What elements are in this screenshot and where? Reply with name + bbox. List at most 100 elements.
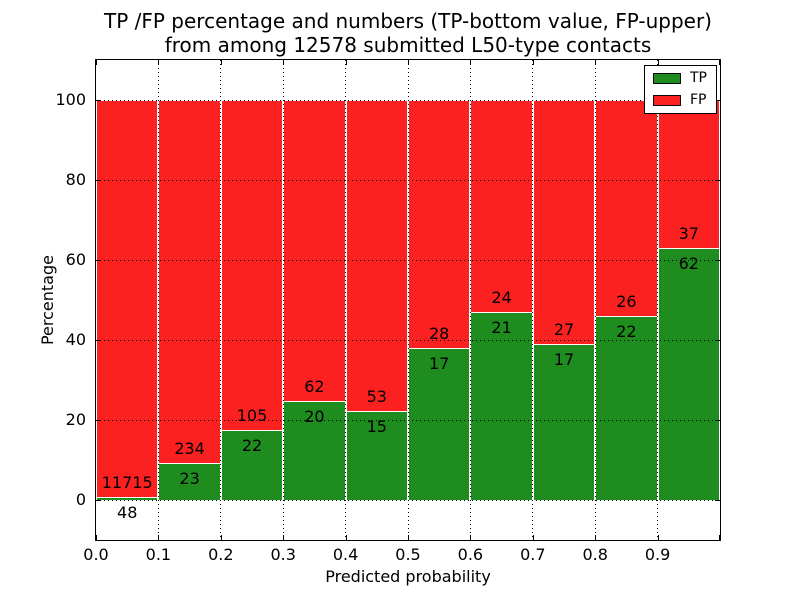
x-tick [595, 60, 597, 65]
x-tick [657, 535, 659, 540]
x-tick [158, 60, 160, 65]
bar-segment-fp [595, 100, 658, 317]
y-tick-label: 80 [65, 170, 86, 189]
x-tick [470, 535, 472, 540]
bar-count-label-fp: 105 [236, 405, 268, 425]
x-tick [158, 535, 160, 540]
gridline-horizontal [96, 340, 720, 341]
bar-count-label-tp: 23 [179, 469, 200, 489]
bar-segment-tp [283, 402, 346, 500]
y-tick [96, 180, 101, 181]
gridline-horizontal [96, 180, 720, 181]
gridline-vertical [469, 60, 471, 540]
x-tick-label: 0.4 [332, 545, 359, 564]
x-tick [532, 60, 534, 65]
y-tick [715, 180, 720, 181]
x-tick [532, 535, 534, 540]
bar-count-label-fp: 37 [678, 224, 699, 244]
chart-title-line2: from among 12578 submitted L50-type cont… [164, 33, 652, 57]
chart-title: TP /FP percentage and numbers (TP-bottom… [16, 9, 800, 57]
x-tick-label: 0.2 [208, 545, 234, 564]
gridline-horizontal [96, 100, 720, 101]
gridline-horizontal [96, 260, 720, 261]
chart-title-line1: TP /FP percentage and numbers (TP-bottom… [104, 9, 712, 33]
y-tick [96, 100, 101, 101]
x-tick [470, 60, 472, 65]
x-tick [408, 535, 409, 540]
bar-count-label-tp: 20 [304, 407, 325, 427]
y-tick-label: 60 [65, 250, 86, 269]
gridline-vertical [594, 60, 596, 540]
x-tick-label: 0.5 [395, 545, 421, 564]
y-tick [715, 500, 720, 501]
bar-segment-tp [470, 313, 533, 500]
bar-segment-tp [595, 316, 658, 500]
bar-count-label-fp: 28 [429, 323, 450, 343]
gridline-vertical [532, 60, 534, 540]
x-tick [96, 535, 97, 540]
legend-swatch-fp [653, 95, 681, 106]
bar-segment-tp [532, 345, 596, 500]
bar-segment-fp [657, 100, 720, 250]
x-axis-label: Predicted probability [325, 567, 491, 586]
legend-item-fp: FP [653, 93, 707, 108]
x-tick [220, 535, 222, 540]
bar-count-label-fp: 27 [553, 320, 575, 340]
x-tick-label: 0.3 [270, 545, 296, 564]
bar-segment-tp [220, 430, 284, 500]
bar-count-label-tp: 22 [241, 435, 263, 455]
y-tick-label: 100 [55, 90, 86, 109]
bar-segment-fp [345, 100, 408, 412]
bar-segment-fp [532, 100, 596, 346]
bar-count-label-fp: 53 [366, 386, 387, 406]
bar-segment-tp [345, 411, 408, 500]
bar-count-label-tp: 22 [616, 321, 637, 341]
x-tick [96, 60, 97, 65]
bar-segment-fp [220, 100, 284, 431]
y-tick-label: 0 [75, 490, 86, 509]
y-tick [715, 340, 720, 341]
x-tick-label: 0.6 [457, 545, 484, 564]
bar-segment-fp [408, 100, 471, 349]
gridline-vertical [282, 60, 284, 540]
y-tick [715, 260, 720, 261]
gridline-vertical [220, 60, 222, 540]
legend-swatch-tp [653, 73, 681, 84]
gridline-vertical [345, 60, 347, 540]
x-tick [345, 535, 347, 540]
legend-item-tp: TP [653, 71, 707, 86]
y-tick [715, 100, 720, 101]
x-tick [657, 60, 659, 65]
bar-count-label-tp: 17 [553, 350, 575, 370]
x-tick-label: 0.8 [582, 545, 608, 564]
legend-label-tp: TP [690, 70, 707, 86]
bar-count-label-tp: 62 [678, 254, 699, 274]
x-tick-label: 0.0 [83, 545, 109, 564]
x-tick-label: 0.1 [145, 545, 172, 564]
x-tick-label: 0.7 [520, 545, 546, 564]
plot-area: TP FP 11715 48 234 23 105 22 62 20 53 15 28 17 24 21 2… [95, 59, 721, 541]
bar-segment-fp [283, 100, 346, 403]
y-tick-label: 40 [65, 330, 86, 349]
bar-segment-fp [96, 100, 159, 499]
bar-count-label-tp: 15 [366, 416, 387, 436]
bar-segment-tp [408, 348, 471, 500]
bar-count-label-fp: 24 [491, 288, 512, 308]
bar-segment-tp [96, 498, 159, 500]
gridline-horizontal [96, 500, 720, 501]
bar-count-label-tp: 21 [491, 318, 512, 338]
legend: TP FP [644, 65, 717, 114]
x-tick-label: 0.9 [644, 545, 671, 564]
bar-count-label-fp: 62 [304, 377, 325, 397]
x-tick [719, 60, 720, 65]
y-tick [96, 420, 101, 421]
bar-segment-tp [657, 249, 720, 500]
bar-segment-tp [158, 464, 221, 500]
y-tick [715, 420, 720, 421]
y-tick [96, 340, 101, 341]
y-tick-label: 20 [65, 410, 86, 429]
bar-segment-fp [470, 100, 533, 314]
x-tick [345, 60, 347, 65]
x-tick [408, 60, 409, 65]
